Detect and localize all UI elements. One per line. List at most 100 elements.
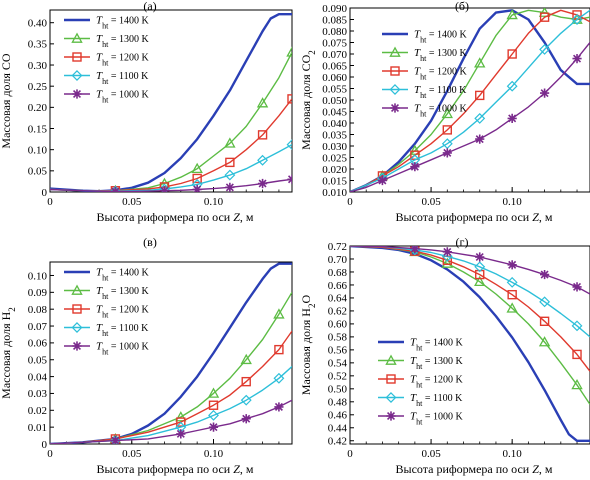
x-tick-label: 0.05 — [122, 196, 142, 208]
legend-label-1300: Tht = 1300 K — [96, 285, 149, 301]
x-tick-label: 0.05 — [122, 448, 142, 460]
y-tick-label: 0.64 — [328, 293, 348, 305]
legend-label-1400: Tht = 1400 K — [96, 267, 149, 283]
data-point-1300 — [273, 308, 285, 319]
legend-marker-1300 — [389, 46, 401, 57]
data-point-1000 — [192, 184, 202, 192]
y-tick-label: 0.030 — [322, 141, 347, 153]
data-point-1000 — [442, 148, 452, 158]
y-tick-label: 0.05 — [28, 355, 48, 367]
y-tick-label: 0.42 — [328, 436, 347, 448]
legend-label-1200: Tht = 1200 K — [96, 304, 149, 320]
panel-label: (в) — [143, 235, 157, 249]
y-tick-label: 0.15 — [28, 123, 48, 135]
legend-label-1400: Tht = 1400 K — [414, 29, 467, 45]
y-tick-label: 0.46 — [328, 410, 348, 422]
legend-label-1100: Tht = 1100 K — [414, 84, 467, 100]
y-tick-label: 0.020 — [322, 164, 347, 176]
y-tick-label: 0.040 — [322, 118, 347, 130]
y-tick-label: 0.60 — [328, 319, 348, 331]
series-group — [50, 13, 292, 192]
data-point-1000 — [176, 429, 186, 439]
y-tick-label: 0.07 — [28, 321, 48, 333]
series-line-1200 — [50, 330, 292, 444]
x-tick-label: 0 — [347, 196, 353, 208]
data-point-1100 — [539, 296, 551, 308]
data-point-1000 — [507, 260, 517, 270]
y-tick-label: 0.20 — [28, 102, 48, 114]
data-point-1000 — [241, 414, 251, 424]
panel-label: (а) — [143, 0, 156, 13]
data-point-1300 — [474, 275, 486, 287]
data-point-1100 — [571, 14, 583, 25]
y-tick-label: 0.66 — [328, 280, 348, 292]
y-tick-label: 0.09 — [28, 287, 48, 299]
data-point-1300 — [571, 378, 583, 390]
y-tick-label: 0.03 — [28, 388, 48, 400]
series-line-1300 — [50, 291, 292, 444]
series-line-1200 — [350, 9, 590, 192]
y-tick-label: 0.015 — [322, 175, 347, 187]
data-point-1100 — [286, 139, 292, 151]
legend: Tht = 1400 K Tht = 1300 K Tht = 1200 K Tht … — [64, 15, 149, 105]
y-tick-label: 0.70 — [328, 254, 348, 266]
legend-marker-1300 — [71, 32, 83, 43]
y-tick-label: 0.25 — [28, 81, 48, 93]
data-point-1300 — [538, 8, 551, 17]
legend-label-1000: Tht = 1000 K — [96, 89, 149, 105]
y-tick-label: 0.08 — [28, 304, 48, 316]
data-point-1000 — [442, 247, 452, 257]
panel-label: (г) — [456, 235, 469, 249]
data-point-1200 — [208, 400, 219, 410]
y-axis-label: Массовая доля H2O — [299, 295, 317, 396]
data-point-1200 — [241, 376, 251, 387]
legend-marker-1000 — [72, 341, 82, 351]
y-tick-label: 0 — [42, 187, 48, 199]
data-point-1200 — [507, 289, 517, 300]
y-tick-label: 0.56 — [328, 345, 348, 357]
legend-marker-1200 — [72, 304, 82, 314]
y-tick-label: 0.050 — [322, 95, 347, 107]
data-point-1000 — [475, 134, 485, 144]
data-point-1300 — [256, 97, 269, 108]
data-point-1000 — [159, 186, 170, 192]
data-point-1300 — [538, 336, 551, 347]
y-tick-label: 0.68 — [328, 267, 348, 279]
legend-label-1200: Tht = 1200 K — [414, 66, 467, 82]
data-point-1200 — [225, 157, 235, 168]
legend-label-1100: Tht = 1100 K — [96, 322, 149, 338]
y-tick-label: 0.54 — [328, 358, 348, 370]
legend-label-1300: Tht = 1300 K — [96, 33, 149, 49]
data-point-1200 — [572, 349, 582, 360]
data-point-1100 — [539, 43, 551, 55]
x-axis-label: Высота риформера по оси Z, м — [396, 210, 553, 224]
series-group — [50, 262, 292, 444]
data-point-1200 — [507, 49, 517, 59]
data-point-1300 — [240, 353, 252, 365]
y-tick-label: 0.62 — [328, 306, 347, 318]
y-tick-label: 0.44 — [328, 423, 348, 435]
data-point-1300 — [175, 411, 187, 422]
data-point-1000 — [225, 182, 235, 192]
y-tick-label: 0.080 — [322, 26, 347, 38]
series-line-1300 — [50, 51, 292, 192]
panel-b: 0.0100.0150.0200.0250.0300.0350.0400.045… — [299, 0, 590, 224]
legend-label-1300: Tht = 1300 K — [414, 47, 467, 63]
data-point-1000 — [507, 113, 517, 123]
legend-marker-1100 — [389, 84, 401, 95]
data-point-1100 — [208, 409, 219, 421]
data-point-1200 — [192, 173, 202, 184]
data-point-1200 — [539, 316, 550, 327]
legend-label-1000: Tht = 1000 K — [410, 411, 463, 427]
y-axis-label: Массовая доля CO — [0, 53, 13, 148]
data-point-1300 — [441, 257, 454, 268]
data-point-1100 — [109, 435, 121, 444]
data-point-1300 — [286, 46, 292, 57]
data-point-1200 — [442, 125, 452, 135]
x-tick-label: 0.10 — [503, 448, 523, 460]
data-point-1100 — [273, 372, 285, 384]
data-point-1000 — [539, 88, 550, 98]
legend: Tht = 1400 K Tht = 1300 K Tht = 1200 K Tht … — [64, 267, 149, 356]
y-tick-label: 0.065 — [322, 60, 347, 72]
data-point-1000 — [475, 252, 485, 262]
